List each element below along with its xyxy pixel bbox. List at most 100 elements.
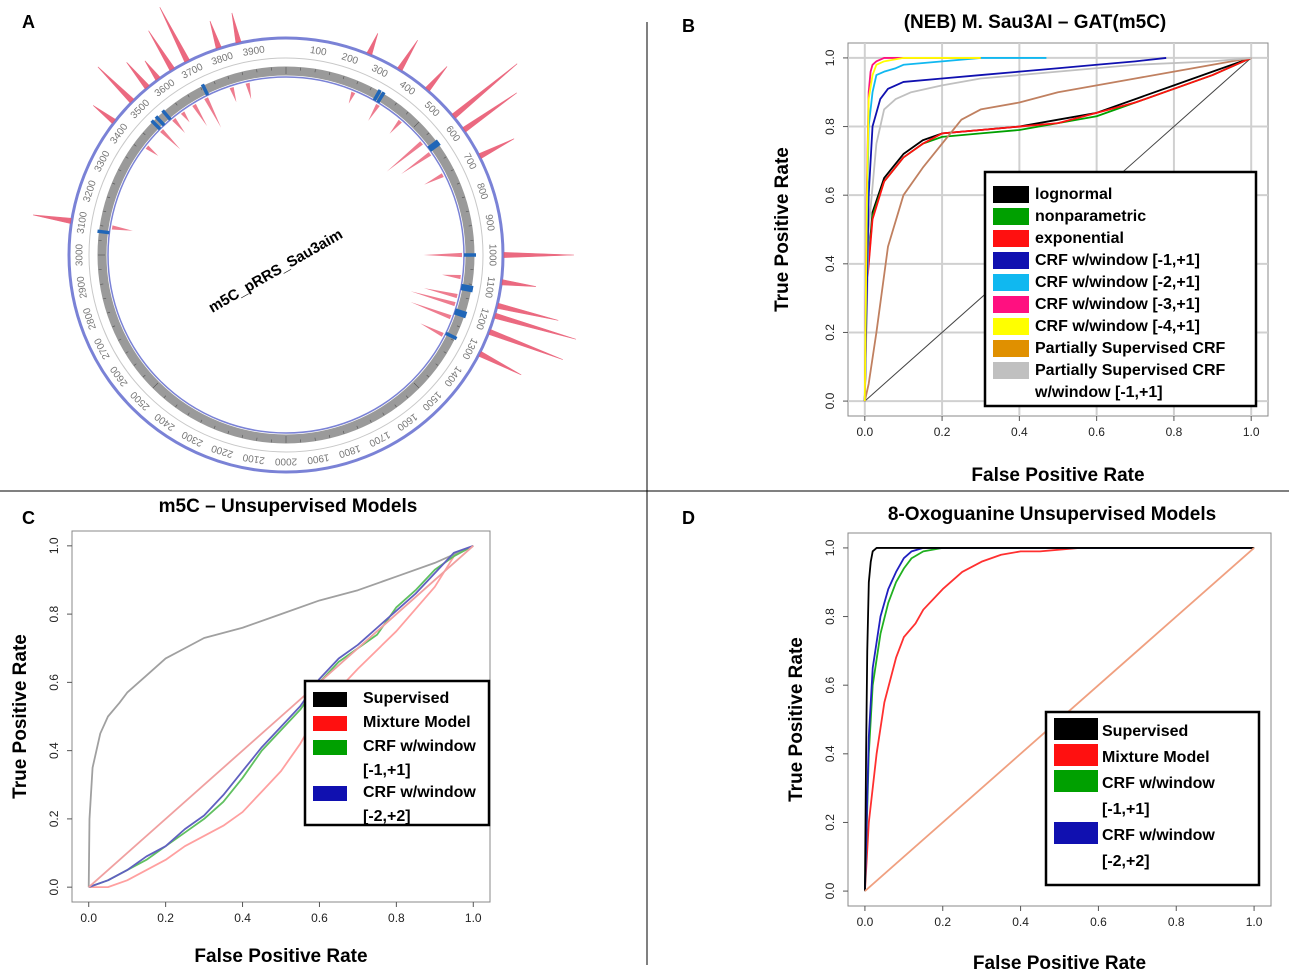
legend: Supervised Mixture Model CRF w/window [-1,+… (303, 679, 491, 827)
legend-swatch-2 (313, 740, 347, 755)
legend-label-3-line2: [-2,+2] (1102, 853, 1150, 870)
position-label: 1900 (306, 451, 330, 465)
coverage-peak-20 (92, 105, 116, 124)
panel-b-roc-chart: 0.0 0.2 0.4 0.6 0.8 1.0 0.0 0.2 0.4 0.6 0.8 1.0 (NEB… (772, 12, 1269, 486)
position-label: 900 (483, 214, 497, 233)
legend-swatch-0 (313, 692, 347, 707)
legend-label-5: CRF w/window [-3,+1] (1035, 296, 1200, 313)
site-marker-7 (454, 308, 468, 316)
y-axis-label: True Positive Rate (772, 147, 793, 312)
ring-tick (213, 425, 216, 429)
ring-tick (450, 338, 454, 341)
position-label: 1000 (486, 244, 497, 267)
ring-tick (142, 374, 146, 378)
legend-swatch-3 (993, 252, 1029, 269)
ring-tick (175, 102, 178, 106)
inner-peak-11 (424, 173, 444, 185)
legend-label-1: Mixture Model (1102, 749, 1210, 766)
x-tick-label: 0.4 (1011, 425, 1028, 439)
x-tick-label: 0.6 (1090, 915, 1107, 929)
x-axis-label: False Positive Rate (973, 953, 1146, 972)
panel-label-d: D (682, 508, 695, 528)
coverage-peaks (33, 7, 577, 376)
x-tick-label: 0.0 (857, 915, 874, 929)
site-marker-1 (376, 91, 386, 104)
legend-box (983, 170, 1258, 408)
y-tick-label: 0.8 (47, 605, 61, 622)
inner-peak-16 (410, 302, 452, 320)
site-marker-2 (427, 139, 439, 150)
position-label: 3100 (76, 211, 90, 235)
series-line-2 (863, 57, 1252, 402)
site-marker-3 (428, 141, 441, 152)
ring-tick (175, 404, 178, 408)
ring-tick (133, 363, 137, 366)
series-line-3 (88, 544, 474, 889)
ring-tick (405, 395, 409, 399)
ring-tick (465, 297, 469, 300)
series-line-8 (863, 57, 981, 402)
ring-tick (133, 144, 137, 147)
chart-title: m5C – Unsupervised Models (159, 496, 418, 517)
ring-tick (394, 404, 397, 408)
inner-peak-10 (401, 152, 432, 175)
coverage-peak-19 (97, 66, 135, 104)
y-tick-label: 0.4 (823, 745, 837, 762)
inner-peak-1 (180, 111, 190, 123)
legend-label-7: Partially Supervised CRF (1035, 340, 1226, 357)
ring-tick (200, 419, 203, 423)
site-marker-13 (161, 109, 172, 121)
site-markers (97, 83, 476, 341)
ring-tick (443, 156, 447, 159)
position-label: 400 (397, 79, 417, 98)
ring-tick (443, 351, 447, 354)
coverage-peak-14 (496, 302, 559, 321)
ring-tick (107, 196, 111, 199)
legend-swatch-8 (993, 362, 1029, 379)
panel-label-c: C (22, 508, 35, 528)
legend-label-3: CRF w/window (1102, 827, 1215, 844)
ring-tick (125, 351, 129, 354)
series-line-1 (88, 545, 474, 889)
ring-tick (112, 325, 116, 328)
chart-title: 8-Oxoguanine Unsupervised Models (888, 504, 1216, 525)
ring-tick (241, 72, 244, 76)
coverage-peak-13 (501, 279, 537, 287)
y-tick-label: 1.0 (47, 537, 61, 554)
ring-tick (200, 87, 203, 91)
x-tick-label: 0.4 (1012, 915, 1029, 929)
series-line-4 (88, 545, 474, 888)
ring-tick (213, 81, 216, 85)
legend-label-6: CRF w/window [-4,+1] (1035, 318, 1200, 335)
legend-swatch-0 (1054, 718, 1098, 740)
y-tick-label: 0.4 (823, 255, 837, 272)
ring-tick (405, 111, 409, 115)
ring-tick (152, 382, 159, 389)
position-label: 200 (340, 51, 360, 67)
coverage-peak-15 (494, 312, 577, 340)
legend-label-1: Mixture Model (363, 714, 471, 731)
panel-label-a: A (22, 12, 35, 32)
series-line-0 (864, 547, 1255, 892)
x-axis-label: False Positive Rate (194, 946, 367, 967)
y-tick-label: 0.0 (47, 878, 61, 895)
legend: lognormal nonparametric exponential CRF w/w… (983, 170, 1258, 408)
ring-tick (369, 87, 372, 91)
site-marker-5 (461, 283, 474, 290)
series-line-0 (87, 545, 474, 888)
x-tick-label: 0.0 (856, 425, 873, 439)
coverage-peak-9 (451, 63, 518, 119)
coverage-peak-8 (425, 66, 448, 92)
outer-coverage-ring (67, 36, 505, 474)
series-line-2 (88, 545, 474, 889)
legend-swatch-2 (1054, 770, 1098, 792)
inner-peak-14 (423, 288, 458, 299)
legend-swatch-3 (1054, 822, 1098, 844)
legend-swatch-2 (993, 230, 1029, 247)
inner-peak-7 (368, 103, 380, 121)
coverage-peak-0 (126, 62, 150, 90)
panel-d-roc-chart: 0.0 0.2 0.4 0.6 0.8 1.0 0.0 0.2 0.4 0.6 0.8 1.0 8-Ox… (786, 504, 1272, 972)
coverage-peak-12 (503, 252, 575, 258)
ring-tick (465, 210, 469, 213)
